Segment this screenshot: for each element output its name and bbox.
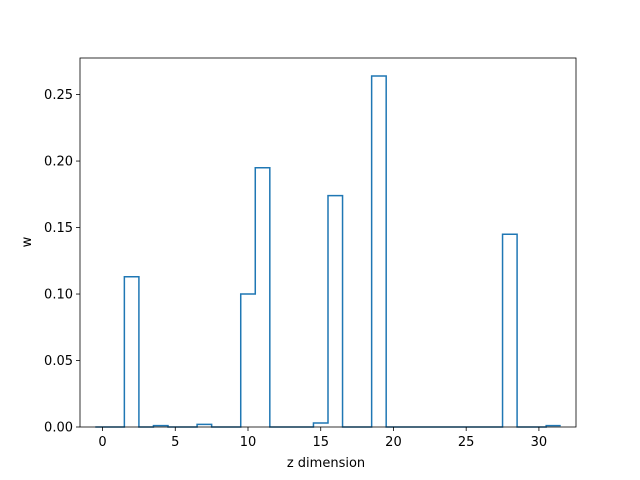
x-tick-label-20: 20 (385, 435, 402, 450)
x-tick-label-5: 5 (171, 435, 179, 450)
step-bin-16 (328, 196, 343, 427)
x-tick-label-25: 25 (458, 435, 475, 450)
step-bin-11 (255, 168, 270, 427)
step-bin-2 (124, 277, 139, 427)
step-bin-28 (503, 234, 518, 427)
y-axis-label: w (20, 236, 35, 247)
x-axis-label: z dimension (287, 456, 365, 471)
step-bin-10 (241, 294, 256, 427)
x-tick-label-15: 15 (312, 435, 329, 450)
y-tick-label-3: 0.15 (44, 221, 73, 236)
axes-frame (79, 57, 577, 428)
x-tick-label-30: 30 (531, 435, 548, 450)
x-tick-label-10: 10 (240, 435, 257, 450)
y-tick-label-1: 0.05 (44, 354, 73, 369)
axes: 0 5 10 15 20 25 30 0.00 0.05 0.10 0.15 0.20 0.25 (44, 57, 577, 450)
y-tick-label-2: 0.10 (44, 288, 73, 303)
y-tick-label-0: 0.00 (44, 421, 73, 436)
y-tick-label-4: 0.20 (44, 155, 73, 170)
step-bin-15 (313, 423, 328, 427)
step-bin-19 (372, 76, 387, 427)
y-tick-label-5: 0.25 (44, 88, 73, 103)
x-tick-label-0: 0 (98, 435, 106, 450)
